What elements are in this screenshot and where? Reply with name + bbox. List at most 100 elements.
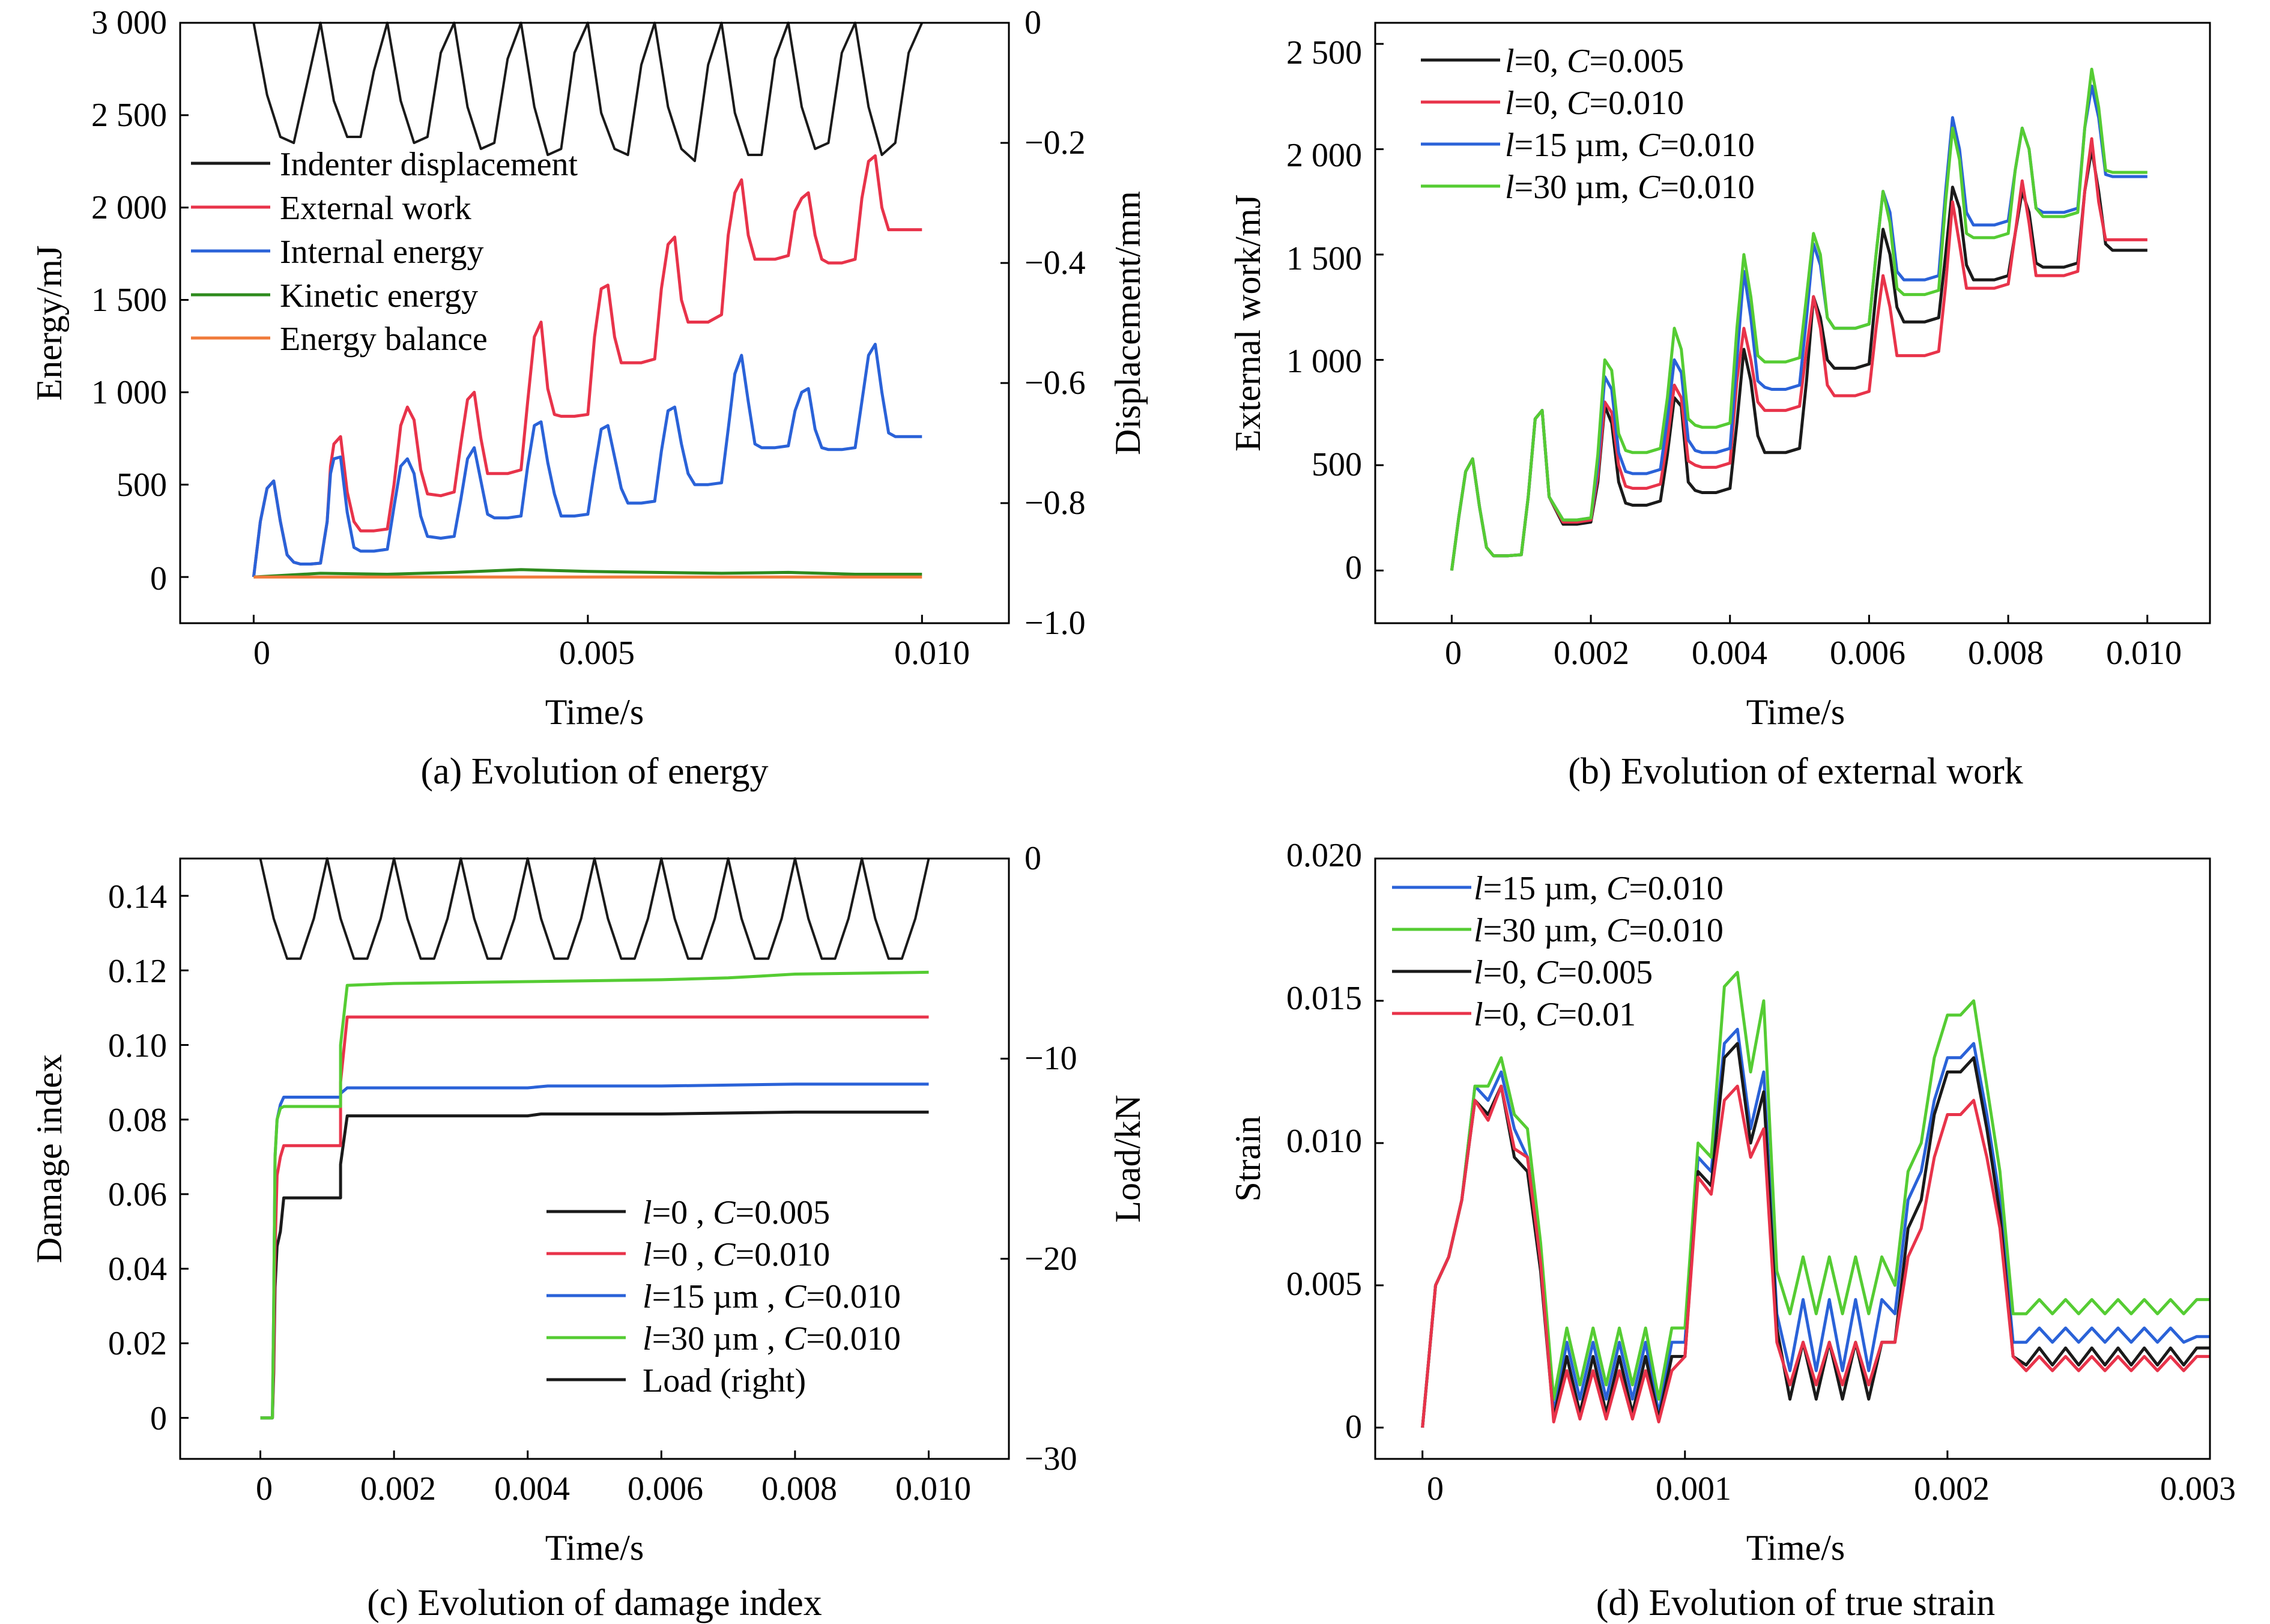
panel-d: 0 0.005 0.010 0.015 0.020 0 0.001 0.002 … xyxy=(1228,837,2236,1623)
a-ytick-3000: 3 000 xyxy=(91,4,167,41)
a-y2tick-0.8: −0.8 xyxy=(1025,484,1086,522)
d-series-3 xyxy=(1421,1084,2210,1428)
a-xtick-0.010: 0.010 xyxy=(894,635,970,672)
c-ytick-0.12: 0.12 xyxy=(108,953,167,990)
c-ytick-0.06: 0.06 xyxy=(108,1176,167,1213)
b-ytick-0: 0 xyxy=(1345,549,1362,587)
b-caption: (b) Evolution of external work xyxy=(1568,751,2023,792)
b-legend: l=0, C=0.005 l=0, C=0.010 l=15 µm, C=0.0… xyxy=(1421,43,1755,206)
b-xtick-0.006: 0.006 xyxy=(1830,635,1905,672)
b-legend-label-0: l=0, C=0.005 xyxy=(1505,43,1684,80)
a-y2tick-0.6: −0.6 xyxy=(1025,364,1086,402)
c-xtick-0.006: 0.006 xyxy=(628,1470,703,1508)
a-ytick-1000: 1 000 xyxy=(91,374,167,411)
c-series-3 xyxy=(260,970,929,1420)
d-legend-label-1: l=30 µm, C=0.010 xyxy=(1474,912,1724,949)
panel-b: 0 500 1 000 1 500 2 000 2 500 0 0.002 0.… xyxy=(1228,22,2211,792)
c-ytick-0: 0 xyxy=(150,1400,167,1437)
b-ylabel: External work/mJ xyxy=(1228,195,1268,451)
c-ytick-0.04: 0.04 xyxy=(108,1251,167,1288)
c-xtick-0.010: 0.010 xyxy=(895,1470,971,1508)
a-xtick-0: 0 xyxy=(253,635,270,672)
b-legend-label-2: l=15 µm, C=0.010 xyxy=(1505,127,1755,164)
c-y2tick-10: −10 xyxy=(1025,1040,1077,1077)
d-ytick-0.015: 0.015 xyxy=(1286,980,1362,1017)
a-ytick-2000: 2 000 xyxy=(91,189,167,226)
c-legend-label-3: l=30 µm , C=0.010 xyxy=(643,1320,901,1357)
b-legend-label-3: l=30 µm, C=0.010 xyxy=(1505,169,1755,206)
a-caption: (a) Evolution of energy xyxy=(420,751,768,792)
c-legend-label-0: l=0 , C=0.005 xyxy=(643,1194,830,1231)
d-ytick-0.020: 0.020 xyxy=(1286,837,1362,874)
c-xlabel: Time/s xyxy=(545,1528,644,1568)
plot-d-ticks xyxy=(1375,857,2211,1459)
a-ytick-1500: 1 500 xyxy=(91,282,167,319)
a-series-0 xyxy=(252,22,924,162)
a-xlabel: Time/s xyxy=(545,692,644,732)
b-ytick-2000: 2 000 xyxy=(1286,137,1362,174)
d-legend-label-3: l=0, C=0.01 xyxy=(1474,996,1636,1033)
plot-d-data xyxy=(1421,971,2210,1428)
d-caption: (d) Evolution of true strain xyxy=(1596,1583,1996,1623)
a-ytick-500: 500 xyxy=(117,466,167,504)
d-legend-label-0: l=15 µm, C=0.010 xyxy=(1474,870,1724,907)
c-legend-label-2: l=15 µm , C=0.010 xyxy=(643,1278,901,1315)
d-xtick-0.001: 0.001 xyxy=(1656,1470,1731,1508)
plot-c-ticks xyxy=(180,857,1009,1460)
a-y2tick-1.0: −1.0 xyxy=(1025,605,1086,642)
c-ytick-0.02: 0.02 xyxy=(108,1325,167,1362)
c-y2tick-30: −30 xyxy=(1025,1440,1077,1478)
d-legend: l=15 µm, C=0.010 l=30 µm, C=0.010 l=0, C… xyxy=(1392,870,1724,1033)
d-xtick-0.003: 0.003 xyxy=(2160,1470,2236,1508)
b-xlabel: Time/s xyxy=(1746,692,1845,732)
d-ytick-0.010: 0.010 xyxy=(1286,1123,1362,1160)
a-legend: Indenter displacement External work Inte… xyxy=(191,146,578,358)
d-xlabel: Time/s xyxy=(1746,1528,1845,1568)
c-legend: l=0 , C=0.005 l=0 , C=0.010 l=15 µm , C=… xyxy=(546,1194,901,1399)
c-series-4 xyxy=(259,857,930,960)
d-legend-label-2: l=0, C=0.005 xyxy=(1474,954,1653,991)
c-legend-label-4: Load (right) xyxy=(643,1362,806,1399)
a-legend-label-3: Kinetic energy xyxy=(280,277,478,315)
b-ytick-1000: 1 000 xyxy=(1286,343,1362,380)
c-caption: (c) Evolution of damage index xyxy=(367,1583,822,1623)
c-legend-label-1: l=0 , C=0.010 xyxy=(643,1236,830,1273)
d-xtick-0: 0 xyxy=(1427,1470,1444,1508)
a-series-3 xyxy=(253,568,922,579)
b-ytick-1500: 1 500 xyxy=(1286,240,1362,277)
c-ytick-0.14: 0.14 xyxy=(108,878,167,916)
a-ytick-2500: 2 500 xyxy=(91,97,167,134)
a-y2label: Displacement/mm xyxy=(1108,191,1148,455)
plot-a-ticks xyxy=(180,22,1009,624)
a-y2tick-0.4: −0.4 xyxy=(1025,244,1086,282)
c-y2tick-20: −20 xyxy=(1025,1240,1077,1278)
c-ylabel: Damage index xyxy=(29,1054,69,1263)
plot-d-frame xyxy=(1374,857,2211,1460)
a-series-2 xyxy=(252,342,922,578)
b-xtick-0: 0 xyxy=(1445,635,1462,672)
b-xtick-0.010: 0.010 xyxy=(2106,635,2182,672)
b-legend-label-1: l=0, C=0.010 xyxy=(1505,85,1684,122)
a-xtick-0.005: 0.005 xyxy=(559,635,635,672)
b-series-3 xyxy=(1450,67,2147,571)
b-xtick-0.002: 0.002 xyxy=(1554,635,1629,672)
a-ylabel: Energy/mJ xyxy=(29,246,69,401)
panel-a: 0 500 1 000 1 500 2 000 2 500 3 000 0 −0… xyxy=(29,4,1148,792)
c-xtick-0.008: 0.008 xyxy=(761,1470,837,1508)
b-series-1 xyxy=(1450,137,2147,571)
plot-a-frame xyxy=(179,22,1010,624)
plot-a-data xyxy=(252,22,924,579)
d-ylabel: Strain xyxy=(1228,1115,1268,1201)
d-ytick-0.005: 0.005 xyxy=(1286,1266,1362,1303)
d-series-0 xyxy=(1421,1027,2210,1428)
a-y2tick-0: 0 xyxy=(1025,4,1041,41)
plot-b-data xyxy=(1450,67,2147,571)
a-legend-label-2: Internal energy xyxy=(280,234,483,271)
c-ytick-0.08: 0.08 xyxy=(108,1102,167,1139)
plot-c-data xyxy=(259,857,930,1420)
plot-b-frame xyxy=(1374,22,2211,624)
c-ytick-0.10: 0.10 xyxy=(108,1027,167,1064)
a-legend-label-1: External work xyxy=(280,190,471,227)
a-legend-label-0: Indenter displacement xyxy=(280,146,578,183)
